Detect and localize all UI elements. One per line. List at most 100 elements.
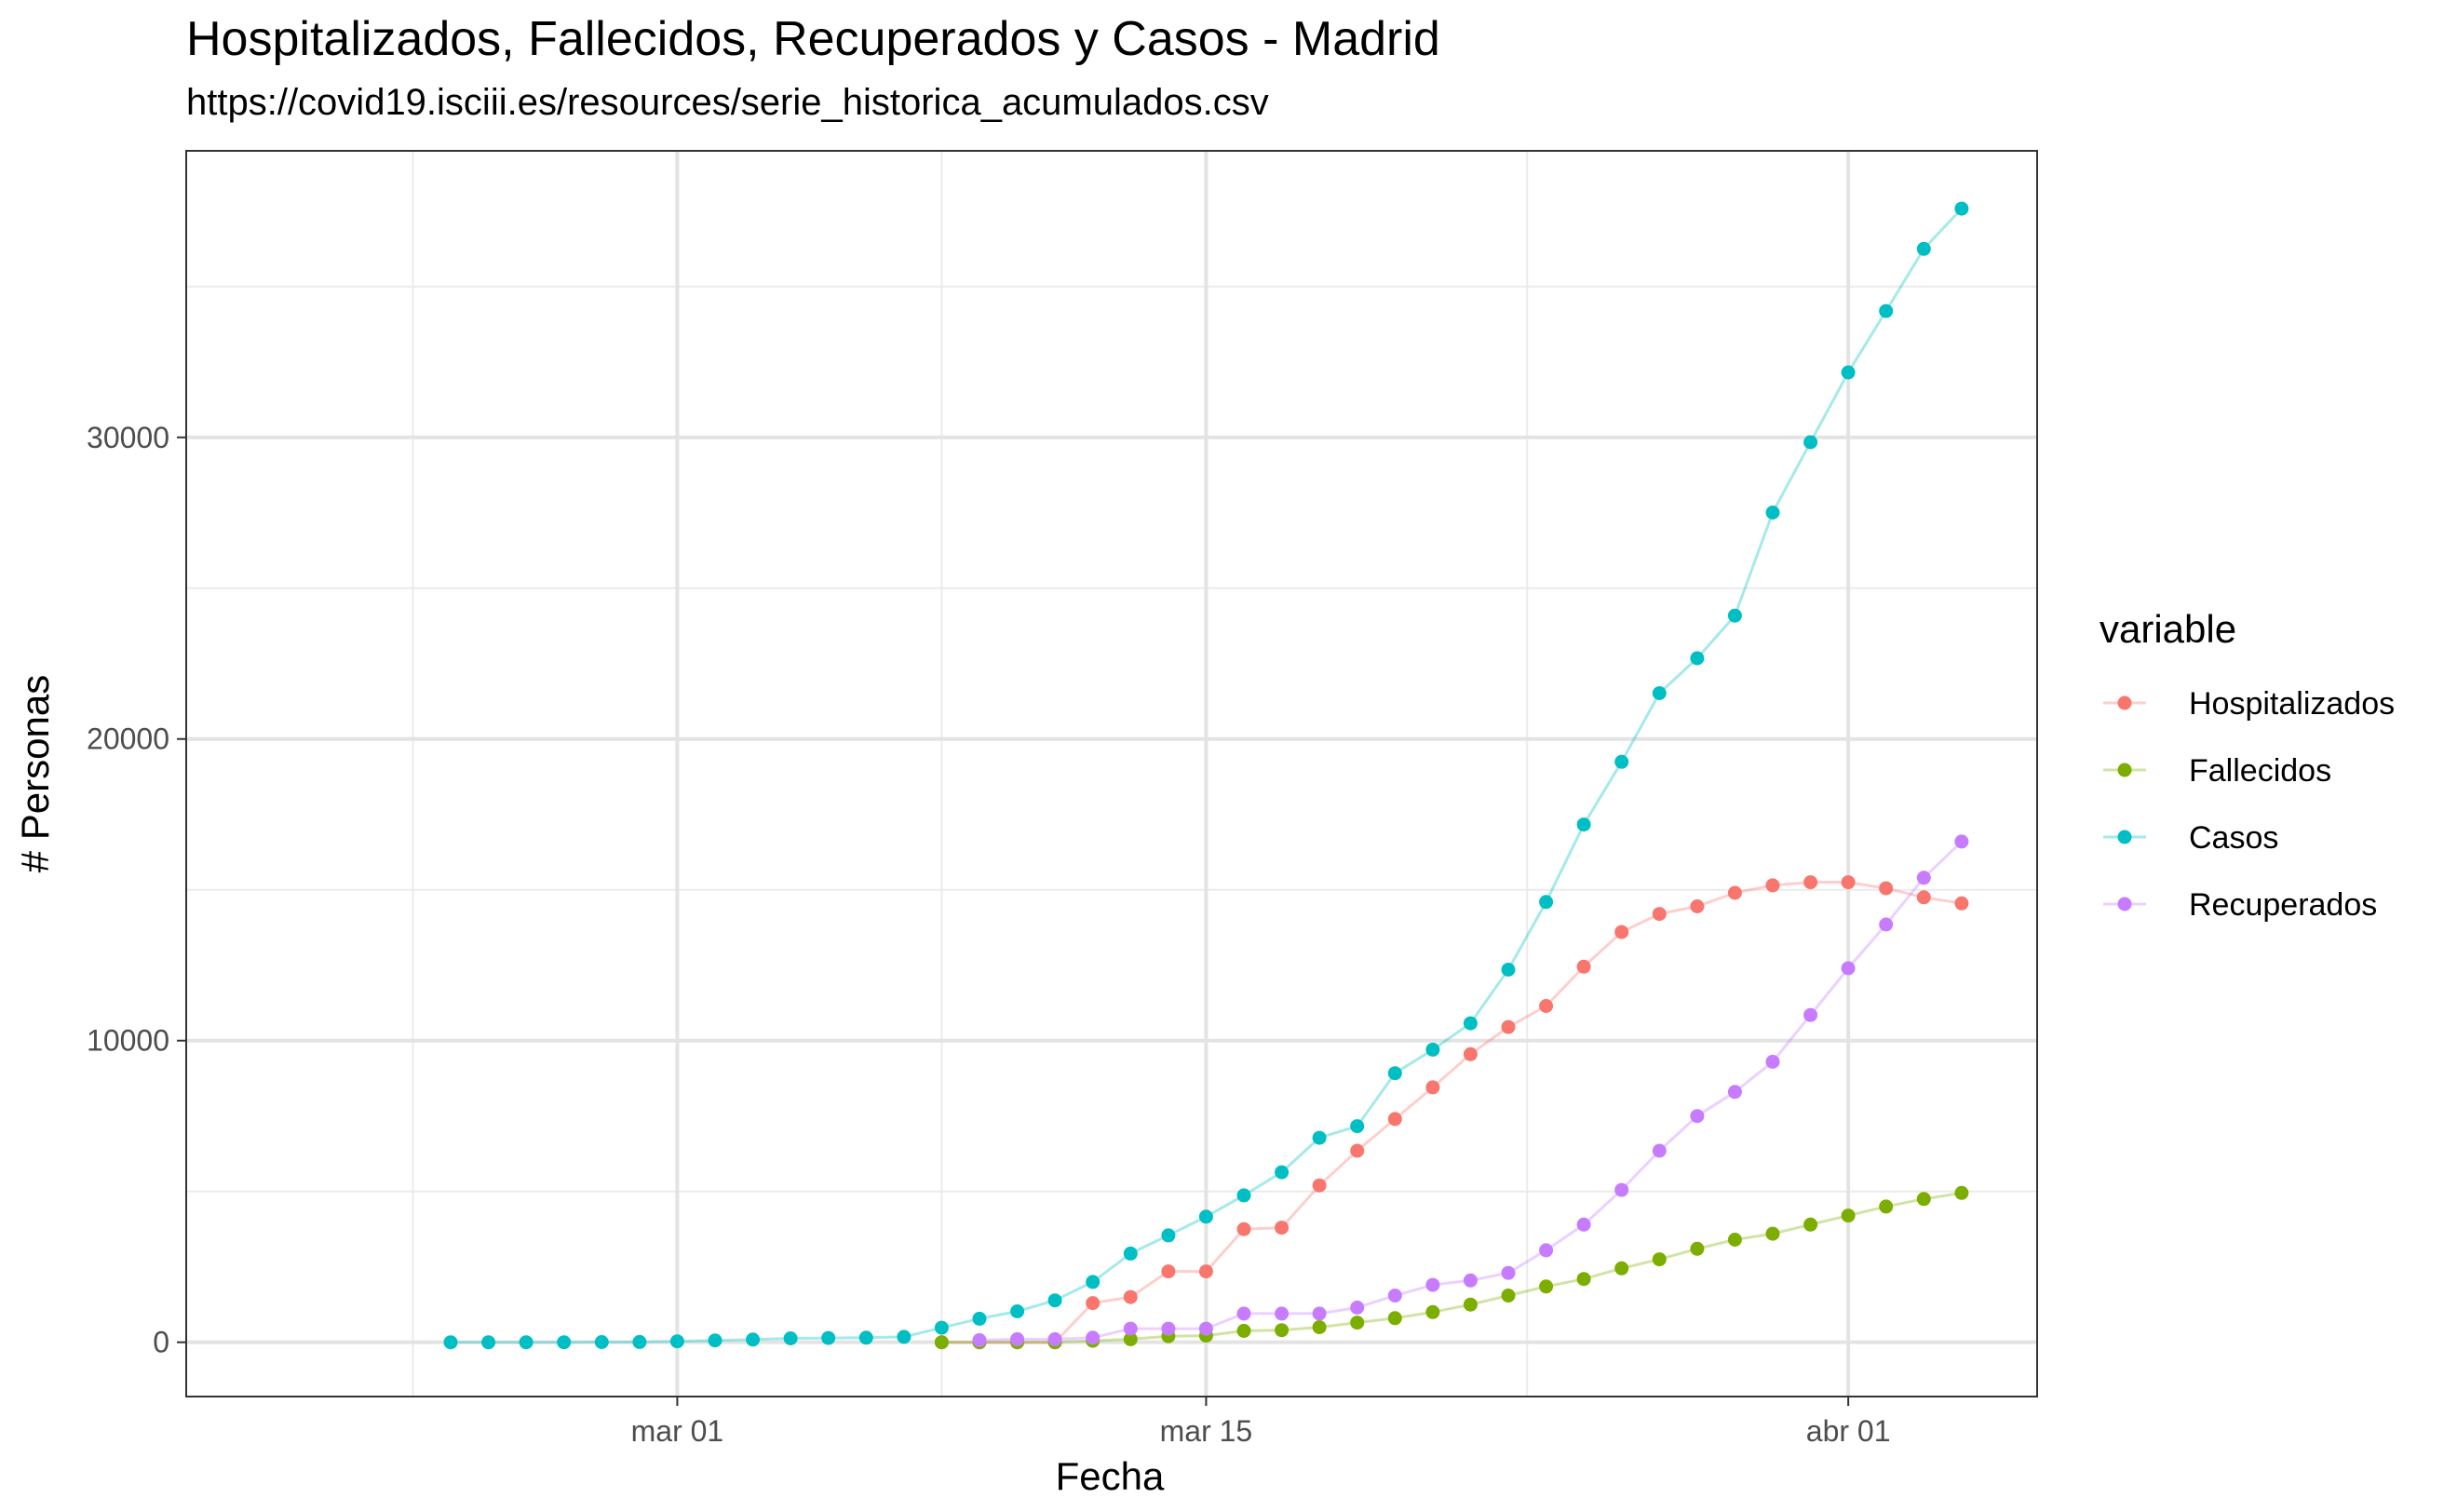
data-point-hospitalizados [1803,875,1818,890]
chart-title: Hospitalizados, Fallecidos, Recuperados … [186,12,1440,66]
panel-border [185,150,2038,1397]
data-point-casos [481,1335,496,1350]
x-tick-label: abr 01 [1806,1414,1891,1448]
data-point-fallecidos [1463,1297,1478,1312]
x-tick-label: mar 15 [1160,1414,1253,1448]
data-point-casos [1879,304,1894,318]
legend-label: Fallecidos [2189,753,2331,789]
data-point-recuperados [1954,834,1969,849]
data-point-casos [1010,1304,1025,1318]
legend-item-hospitalizados: Hospitalizados [2103,686,2395,722]
data-point-recuperados [1123,1321,1138,1336]
data-point-recuperados [1425,1277,1440,1292]
data-point-casos [1765,506,1780,520]
data-point-casos [1803,435,1818,450]
data-point-casos [1916,241,1931,256]
data-point-recuperados [1803,1007,1818,1022]
data-point-fallecidos [1690,1241,1705,1256]
data-point-recuperados [1275,1306,1290,1321]
data-point-recuperados [1879,917,1894,932]
x-axis: mar 01 mar 15 abr 01 [631,1397,1891,1448]
data-point-recuperados [1765,1054,1780,1069]
data-point-hospitalizados [1275,1221,1290,1235]
data-point-recuperados [1198,1321,1213,1336]
data-point-recuperados [1236,1306,1251,1321]
panel-background [186,151,2037,1397]
data-point-fallecidos [1425,1304,1440,1319]
data-point-recuperados [1463,1273,1478,1288]
legend-label: Recuperados [2189,887,2377,923]
data-point-fallecidos [1312,1320,1327,1334]
data-point-fallecidos [1123,1331,1138,1346]
data-point-fallecidos [1275,1323,1290,1338]
chart-subtitle: https://covid19.isciii.es/resources/seri… [186,82,1269,123]
data-point-casos [1652,686,1667,700]
data-point-fallecidos [1350,1316,1365,1330]
data-point-hospitalizados [1501,1019,1516,1034]
data-point-recuperados [1086,1330,1100,1345]
data-point-fallecidos [1236,1323,1251,1338]
data-point-recuperados [1727,1085,1742,1100]
data-point-casos [1275,1165,1290,1180]
data-point-casos [972,1311,987,1326]
data-point-hospitalizados [1727,885,1742,900]
data-point-casos [1841,365,1856,380]
data-point-casos [1350,1119,1365,1134]
data-point-casos [708,1333,722,1348]
data-point-casos [1047,1293,1062,1308]
legend-item-fallecidos: Fallecidos [2103,753,2331,789]
legend-label: Hospitalizados [2189,686,2395,722]
legend-key-point [2117,763,2132,777]
legend-label: Casos [2189,820,2278,856]
plot-panel [185,150,2038,1397]
data-point-recuperados [1350,1300,1365,1315]
x-tick-label: mar 01 [631,1414,724,1448]
data-point-casos [897,1330,911,1344]
data-point-hospitalizados [1086,1296,1100,1311]
data-point-casos [1501,963,1516,977]
data-point-casos [1539,895,1554,910]
data-point-casos [443,1335,458,1350]
data-point-casos [1614,754,1629,769]
series-line-hospitalizados [941,881,1963,1344]
data-point-recuperados [1916,871,1931,885]
data-point-casos [821,1330,836,1345]
data-point-casos [1576,817,1591,832]
y-tick-label: 0 [153,1326,169,1359]
data-point-casos [594,1335,609,1349]
x-axis-title: Fecha [1056,1454,1165,1498]
data-point-hospitalizados [1236,1222,1251,1236]
data-point-fallecidos [934,1335,949,1350]
data-point-hospitalizados [1463,1046,1478,1061]
data-point-hospitalizados [1916,890,1931,905]
data-point-casos [1727,608,1742,623]
data-point-fallecidos [1727,1233,1742,1247]
data-point-casos [1198,1209,1213,1224]
data-point-hospitalizados [1652,907,1667,922]
data-point-hospitalizados [1576,959,1591,974]
data-point-recuperados [1387,1289,1402,1303]
legend-item-recuperados: Recuperados [2103,887,2377,923]
data-point-casos [783,1331,798,1345]
data-point-hospitalizados [1198,1264,1213,1279]
data-point-fallecidos [1501,1289,1516,1303]
data-point-casos [519,1335,533,1350]
data-point-casos [1123,1246,1138,1261]
data-point-fallecidos [1841,1208,1856,1223]
data-point-hospitalizados [1614,925,1629,939]
data-point-fallecidos [1765,1226,1780,1241]
legend-key-point [2117,695,2132,710]
data-point-recuperados [1841,961,1856,976]
data-point-fallecidos [1576,1272,1591,1287]
data-point-casos [1161,1228,1176,1243]
data-point-casos [1954,201,1969,216]
data-point-fallecidos [1803,1217,1818,1232]
data-point-hospitalizados [1350,1143,1365,1158]
data-point-casos [1463,1016,1478,1031]
data-point-fallecidos [1539,1279,1554,1294]
legend-title: variable [2100,607,2236,651]
data-point-casos [858,1330,873,1345]
y-tick-label: 20000 [87,722,169,756]
data-point-hospitalizados [1690,899,1705,913]
